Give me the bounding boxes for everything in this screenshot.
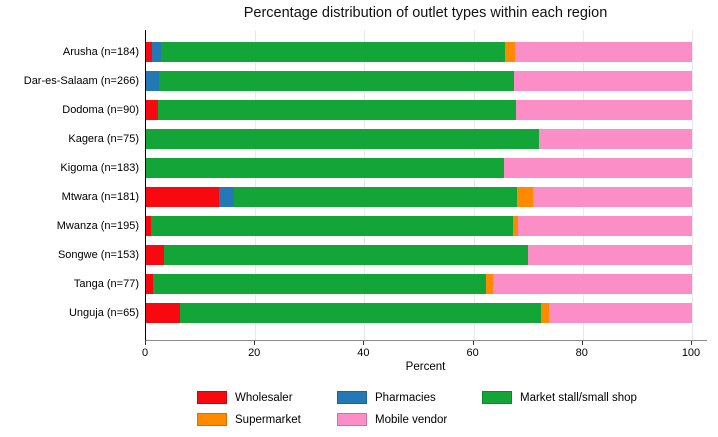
bar-segment (153, 274, 487, 294)
legend-item: Wholesaler (197, 391, 293, 404)
x-axis-tick (145, 341, 146, 345)
y-axis-label: Tanga (n=77) (73, 277, 139, 290)
x-axis-tick (472, 341, 474, 345)
bar-segment (518, 216, 692, 236)
bar-segment (549, 303, 692, 323)
x-axis-tick-label: 0 (141, 347, 149, 359)
x-axis-tick (363, 341, 365, 345)
bar-segment (146, 129, 540, 149)
gridline-20 (255, 30, 257, 340)
bar-segment (504, 158, 692, 178)
x-axis-tick-label: 100 (681, 347, 701, 359)
legend-swatch (337, 391, 367, 404)
y-axis-label: Dodoma (n=90) (62, 103, 139, 116)
y-axis-label: Kagera (n=75) (68, 132, 139, 145)
bar-segment (504, 42, 516, 62)
bar-segment (151, 216, 513, 236)
bar-segment (152, 42, 161, 62)
bar-segment (532, 187, 692, 207)
legend-item: Pharmacies (337, 391, 436, 404)
legend-label: Mobile vendor (375, 413, 448, 426)
x-axis-tick-label: 20 (248, 347, 261, 359)
legend-item: Supermarket (197, 413, 301, 426)
x-axis-tick-label: 80 (575, 347, 588, 359)
bar-segment (146, 216, 152, 236)
bar-segment (158, 71, 514, 91)
legend-swatch (482, 391, 512, 404)
bar-segment (539, 129, 692, 149)
gridline-100 (692, 30, 693, 340)
bar-segment (146, 158, 505, 178)
bar-segment (146, 187, 219, 207)
legend-label: Market stall/small shop (520, 391, 637, 404)
bar-segment (146, 274, 154, 294)
bar-segment (516, 100, 692, 120)
bar-segment (158, 100, 517, 120)
gridline-60 (473, 30, 475, 340)
x-axis-title: Percent (405, 361, 446, 373)
bar-segment (514, 71, 692, 91)
y-axis-label: Songwe (n=153) (57, 248, 139, 261)
y-axis-label: Mwanza (n=195) (56, 219, 139, 232)
bar-segment (515, 42, 692, 62)
y-axis-label: Dar-es-Salaam (n=266) (23, 74, 139, 87)
x-axis-tick (254, 341, 256, 345)
y-axis-label: Kigoma (n=183) (60, 161, 139, 174)
bar-segment (528, 245, 692, 265)
legend-label: Supermarket (235, 413, 301, 426)
x-axis-tick-label: 40 (357, 347, 370, 359)
legend-item: Market stall/small shop (482, 391, 637, 404)
bar-segment (146, 100, 158, 120)
bar-segment (146, 245, 165, 265)
y-axis-label: Mtwara (n=181) (61, 190, 139, 203)
bar-segment (146, 42, 152, 62)
bar-segment (541, 303, 550, 323)
bar-segment (160, 42, 505, 62)
bar-segment (486, 274, 494, 294)
legend-swatch (197, 413, 227, 426)
chart-title: Percentage distribution of outlet types … (243, 5, 608, 21)
x-axis-tick-label: 60 (466, 347, 479, 359)
legend-item: Mobile vendor (337, 413, 447, 426)
bar-segment (233, 187, 518, 207)
legend-swatch (337, 413, 367, 426)
bar-segment (146, 71, 159, 91)
legend-swatch (197, 391, 227, 404)
y-axis-label: Unguja (n=65) (68, 306, 139, 319)
gridline-40 (364, 30, 366, 340)
legend-label: Wholesaler (235, 391, 293, 404)
bar-segment (493, 274, 692, 294)
bar-segment (164, 245, 529, 265)
bar-segment (517, 187, 533, 207)
x-axis-tick (691, 341, 692, 345)
bar-segment (179, 303, 542, 323)
gridline-80 (582, 30, 584, 340)
x-axis-tick (581, 341, 583, 345)
plot-area (145, 30, 707, 341)
bar-segment (146, 303, 180, 323)
y-axis-label: Arusha (n=184) (62, 45, 139, 58)
bar-segment (512, 216, 519, 236)
legend-label: Pharmacies (375, 391, 436, 404)
bar-segment (218, 187, 234, 207)
